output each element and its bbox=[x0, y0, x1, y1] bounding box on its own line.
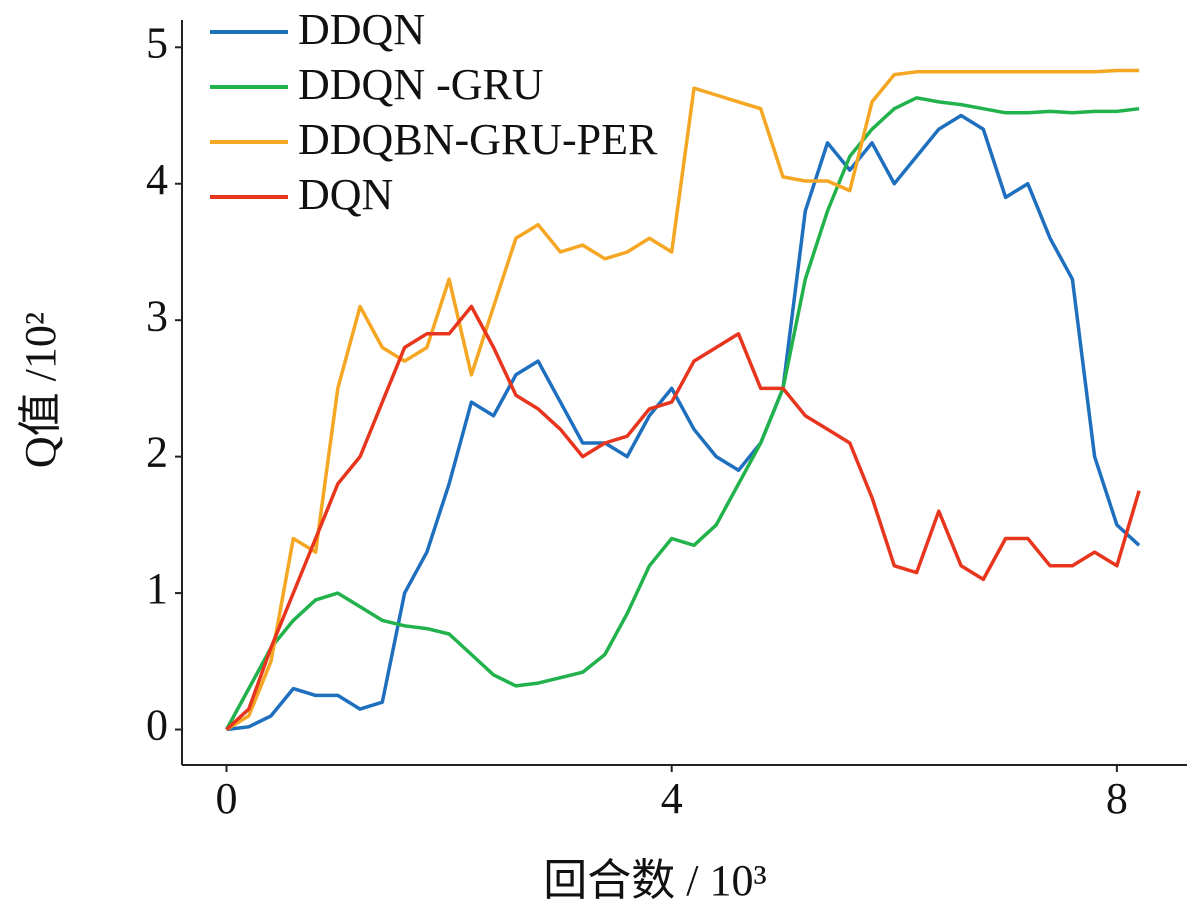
y-tick-label: 5 bbox=[146, 18, 168, 67]
legend-label: DDQBN-GRU-PER bbox=[298, 115, 658, 164]
legend-label: DQN bbox=[298, 170, 393, 219]
x-tick-label: 8 bbox=[1106, 774, 1128, 823]
series-line bbox=[224, 96, 1140, 731]
x-tick-label: 4 bbox=[661, 774, 683, 823]
series-line bbox=[225, 68, 1140, 731]
y-tick-label: 4 bbox=[146, 155, 168, 204]
legend-label: DDQN bbox=[298, 5, 425, 54]
series-line bbox=[225, 304, 1141, 731]
x-tick-label: 0 bbox=[216, 774, 238, 823]
series-line bbox=[226, 113, 1141, 732]
legend-label: DDQN -GRU bbox=[298, 60, 544, 109]
y-tick-label: 1 bbox=[146, 564, 168, 613]
y-tick-label: 0 bbox=[146, 701, 168, 750]
y-tick-label: 2 bbox=[146, 428, 168, 477]
y-axis-label: Q值 /10² bbox=[16, 312, 65, 468]
y-tick-label: 3 bbox=[146, 291, 168, 340]
x-axis-label: 回合数 / 10³ bbox=[543, 856, 766, 905]
